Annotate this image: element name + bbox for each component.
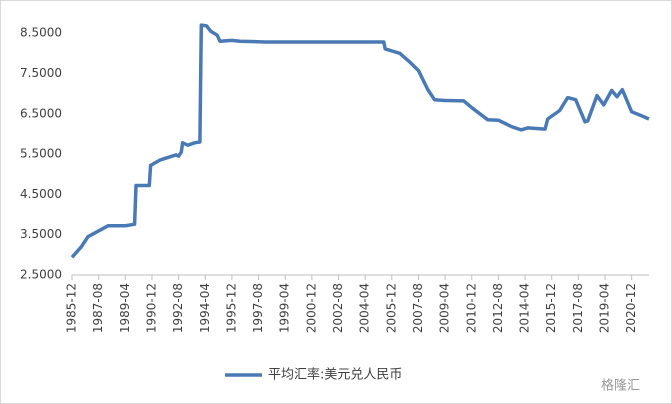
- y-tick-label: 2.5000: [20, 268, 62, 282]
- x-tick-label: 2007-08: [411, 283, 425, 333]
- x-tick-label: 1999-04: [278, 283, 292, 333]
- y-tick-label: 3.5000: [20, 227, 62, 241]
- x-tick-label: 1995-12: [224, 283, 238, 333]
- x-tick-label: 1990-12: [144, 283, 158, 333]
- y-tick-label: 5.5000: [20, 147, 62, 161]
- y-tick-label: 7.5000: [20, 66, 62, 80]
- y-tick-label: 6.5000: [20, 106, 62, 120]
- x-tick-label: 2017-08: [571, 283, 585, 333]
- watermark: 格隆汇: [601, 378, 640, 394]
- x-tick-label: 2010-12: [464, 283, 478, 333]
- x-tick-label: 1989-04: [118, 283, 132, 333]
- x-tick-label: 2009-04: [438, 283, 452, 333]
- legend-label: 平均汇率:美元兑人民币: [268, 367, 402, 383]
- data-line: [70, 23, 650, 259]
- x-tick-label: 1987-08: [91, 283, 105, 333]
- x-tick-label: 2019-04: [598, 283, 612, 333]
- x-tick-label: 1994-04: [198, 283, 212, 333]
- x-tick-label: 2014-04: [518, 283, 532, 333]
- x-tick-label: 2000-12: [304, 283, 318, 333]
- x-tick-label: 2002-08: [331, 283, 345, 333]
- x-tick-label: 1992-08: [171, 283, 185, 333]
- y-tick-label: 8.5000: [20, 26, 62, 40]
- x-tick-label: 2004-04: [358, 283, 372, 333]
- x-tick-label: 2015-12: [544, 283, 558, 333]
- x-tick-label: 2020-12: [624, 283, 638, 333]
- x-tick-label: 2012-08: [491, 283, 505, 333]
- x-tick-label: 1985-12: [65, 283, 79, 333]
- y-tick-label: 4.5000: [20, 187, 62, 201]
- x-tick-label: 1997-08: [251, 283, 265, 333]
- x-tick-label: 2005-12: [384, 283, 398, 333]
